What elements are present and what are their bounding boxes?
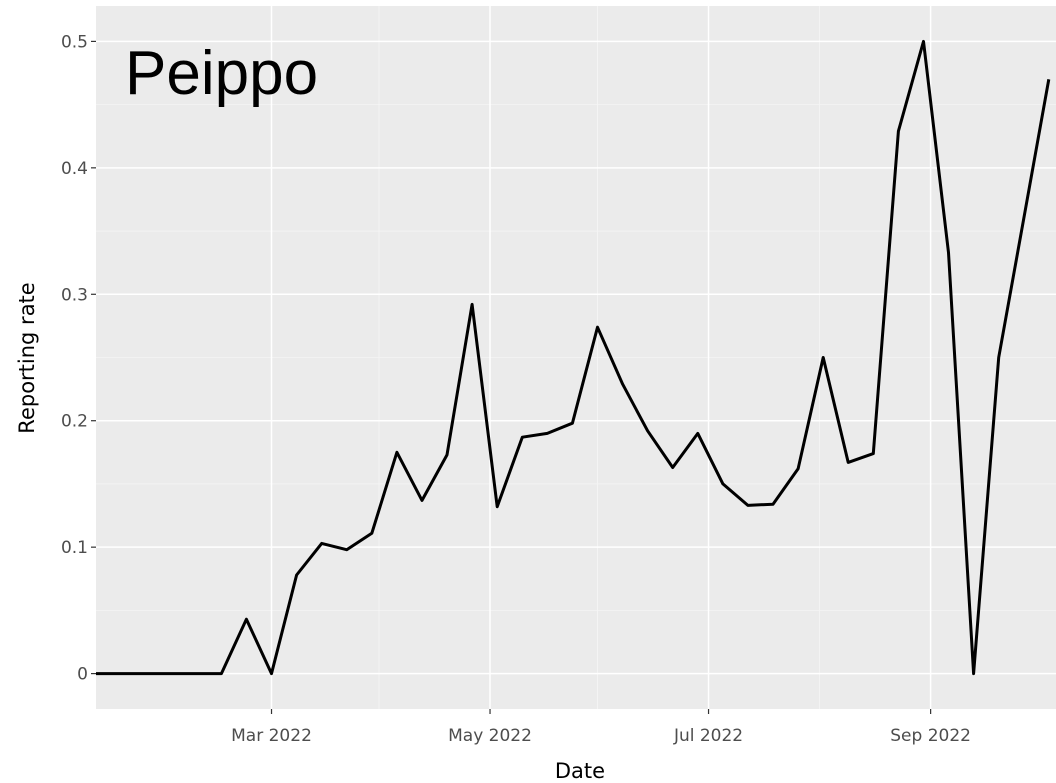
minor-gridlines [96,6,1056,709]
series-line [96,39,1051,676]
y-tick-label: 0.1 [61,538,88,558]
y-tick-label: 0 [77,665,88,685]
y-tick-label: 0.2 [61,412,88,432]
y-tick-label: 0.5 [61,32,88,52]
x-tick-label: Sep 2022 [890,726,971,746]
x-tick-label: May 2022 [448,726,532,746]
x-tick-label: Mar 2022 [231,726,312,746]
chart-title: Peippo [125,39,318,108]
x-axis: Mar 2022 May 2022 Jul 2022 Sep 2022 [231,709,971,746]
y-tick-label: 0.4 [61,159,88,179]
y-tick-label: 0.3 [61,285,88,305]
major-gridlines [96,6,1056,709]
y-axis-title: Reporting rate [15,282,39,433]
x-tick-label: Jul 2022 [673,726,743,746]
x-axis-title: Date [555,759,605,783]
y-axis: 0 0.1 0.2 0.3 0.4 0.5 [61,32,96,685]
